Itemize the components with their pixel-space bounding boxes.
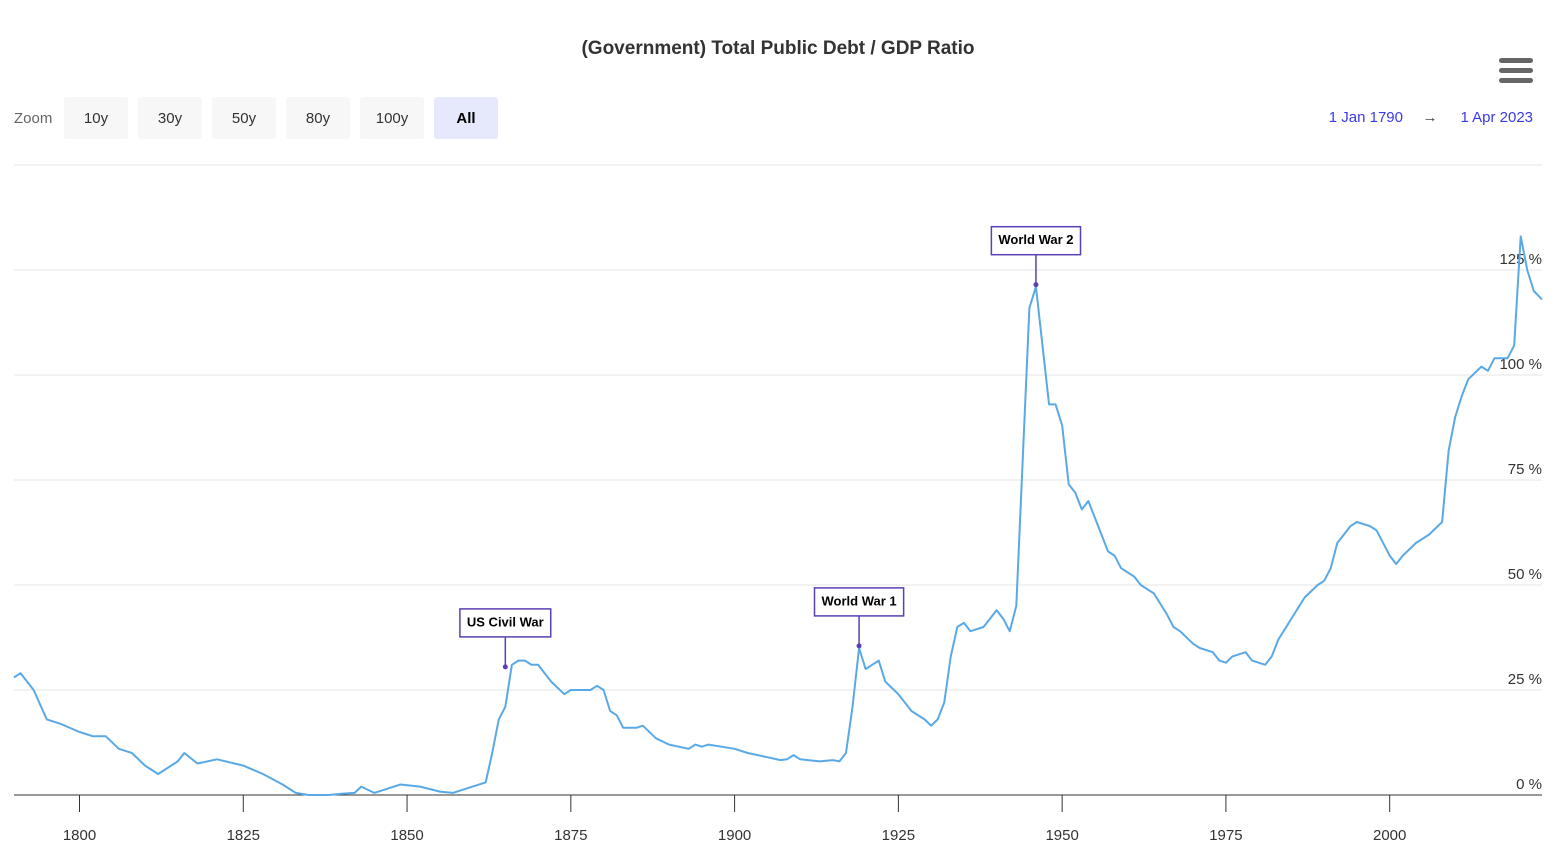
zoom-button-label[interactable]: 10y [84,110,109,127]
annotation-box [990,225,1082,256]
zoom-button[interactable] [64,97,128,139]
y-tick-label: 75 % [1508,461,1542,478]
annotation-label: World War 1 [822,593,897,608]
menu-button[interactable] [1499,58,1533,83]
zoom-label: Zoom [14,110,52,127]
y-tick-label: 25 % [1508,671,1542,688]
annotation-label: US Civil War [467,614,544,629]
y-tick-label: 0 % [1516,776,1542,793]
x-tick-label: 1925 [882,827,915,844]
x-tick-label: 1850 [390,827,423,844]
zoom-button-label[interactable]: 50y [232,110,257,127]
annotation: World War 1 [813,587,905,649]
zoom-button[interactable] [212,97,276,139]
y-tick-label: 125 % [1499,251,1542,268]
zoom-button-label[interactable]: 80y [306,110,331,127]
zoom-button[interactable] [286,97,350,139]
x-tick-label: 1825 [227,827,260,844]
series-line [13,235,1543,796]
date-arrow: → [1423,109,1438,126]
x-tick-label: 1950 [1045,827,1078,844]
zoom-button[interactable] [360,97,424,139]
date-to[interactable]: 1 Apr 2023 [1460,109,1533,126]
menu-bar [1499,68,1533,73]
x-tick-label: 1975 [1209,827,1242,844]
annotation-point [1033,282,1039,288]
annotation-box [459,608,552,638]
annotation-label: World War 2 [998,232,1073,247]
date-from[interactable]: 1 Jan 1790 [1329,109,1403,126]
annotation: US Civil War [459,608,552,670]
zoom-button[interactable] [138,97,202,139]
x-tick-label: 1900 [718,827,751,844]
y-tick-label: 50 % [1508,566,1542,583]
chart-title: (Government) Total Public Debt / GDP Rat… [581,38,974,59]
zoom-button-label[interactable]: 30y [158,110,183,127]
annotation-point [856,643,862,649]
x-tick-label: 2000 [1373,827,1406,844]
menu-bar [1499,78,1533,83]
zoom-button-label[interactable]: 100y [376,110,409,127]
annotation-point [502,664,508,670]
zoom-button-label[interactable]: All [456,110,475,127]
zoom-button[interactable] [434,97,498,139]
menu-bar [1499,58,1533,63]
annotation: World War 2 [990,225,1082,288]
x-tick-label: 1875 [554,827,587,844]
y-tick-label: 100 % [1499,356,1542,373]
annotation-box [813,587,905,617]
x-tick-label: 1800 [63,827,96,844]
